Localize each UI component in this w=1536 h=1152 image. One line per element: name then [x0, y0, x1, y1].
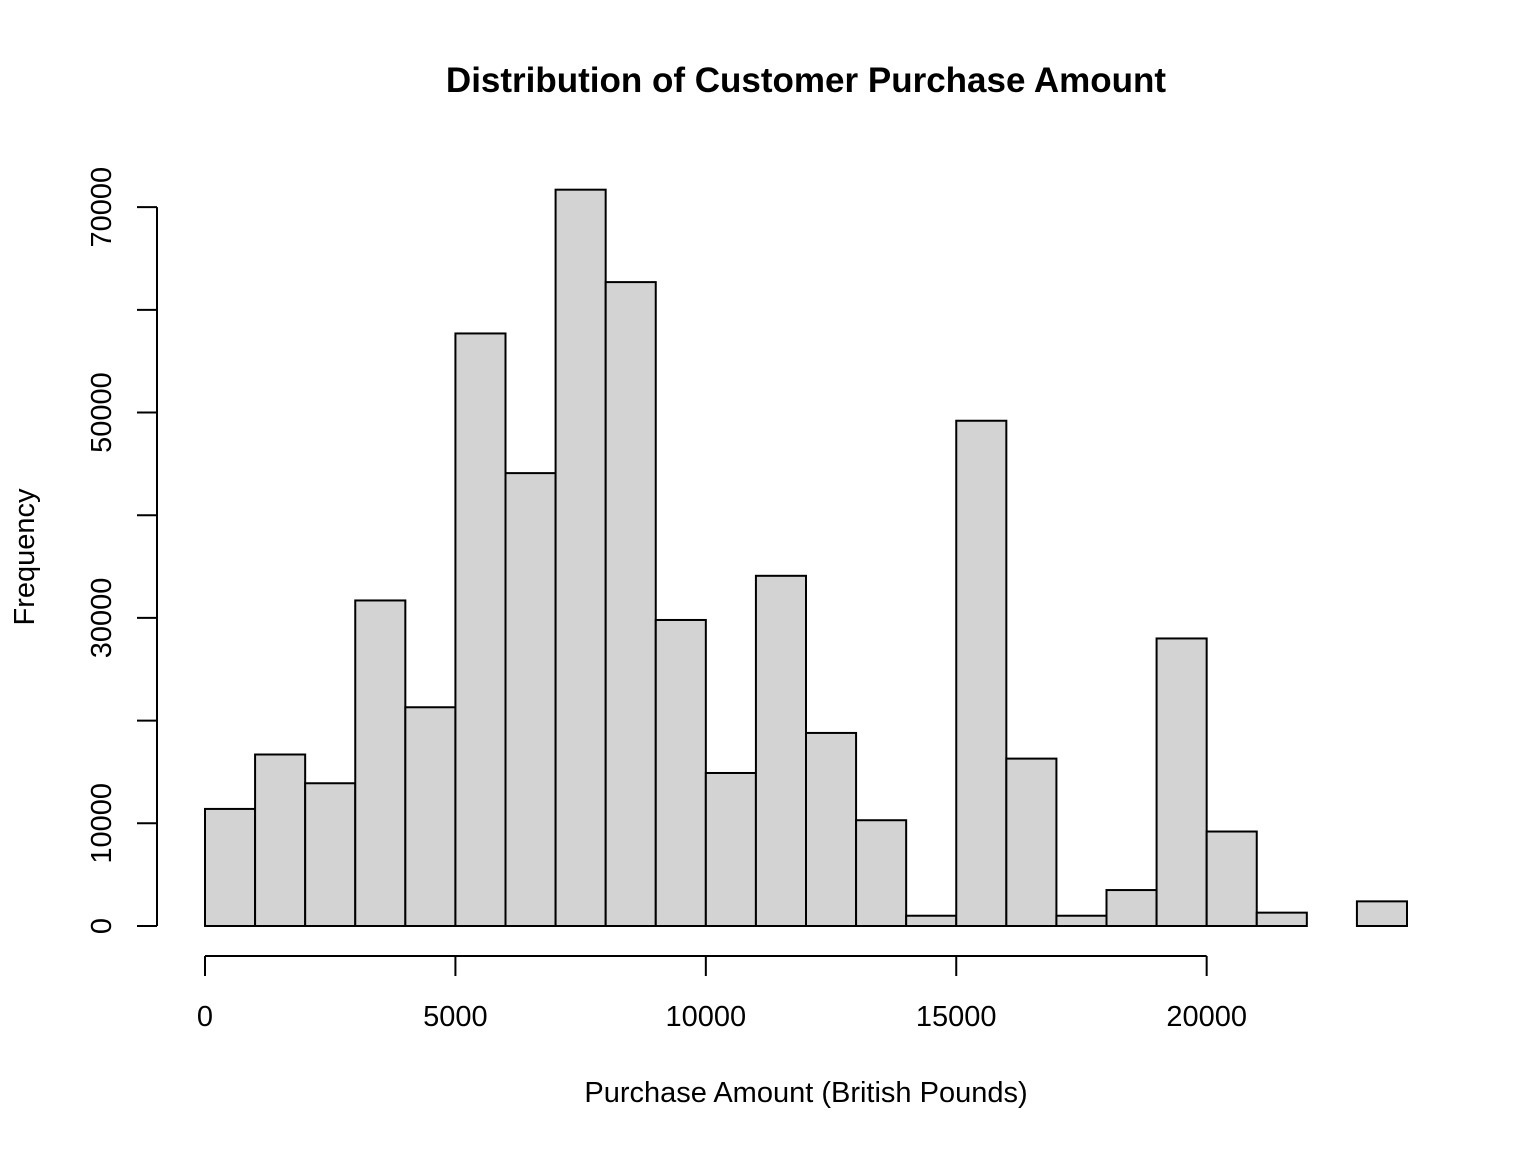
histogram-bar-6 [504, 472, 557, 927]
histogram-bar-4 [404, 706, 457, 927]
x-axis-label: Purchase Amount (British Pounds) [584, 1077, 1027, 1109]
histogram-bar-0 [204, 807, 257, 928]
histogram-bar-11 [754, 574, 808, 927]
y-tick-label: 10000 [86, 783, 118, 864]
histogram-bar-2 [304, 782, 357, 927]
histogram-bar-20 [1205, 830, 1258, 928]
histogram-bar-17 [1055, 914, 1108, 927]
histogram-bar-5 [454, 332, 507, 927]
histogram-bar-16 [1005, 757, 1058, 927]
y-tick-label: 0 [86, 918, 118, 934]
histogram-bar-13 [855, 819, 908, 928]
histogram-bar-3 [354, 599, 407, 927]
y-tick-label: 70000 [86, 167, 118, 248]
chart-title: Distribution of Customer Purchase Amount [446, 61, 1166, 100]
histogram-bar-8 [604, 281, 657, 927]
y-axis: 0 10000 30000 50000 70000 [86, 167, 158, 934]
histogram-bar-7 [554, 188, 607, 927]
histogram-bar-10 [704, 771, 757, 928]
histogram-bar-12 [805, 731, 858, 927]
x-tick-label: 5000 [423, 1001, 488, 1033]
histogram-bar-21 [1255, 911, 1308, 927]
histogram-bar-15 [955, 419, 1008, 927]
x-tick-label: 15000 [916, 1001, 997, 1033]
x-axis: 0 5000 10000 15000 20000 [197, 955, 1247, 1033]
histogram-bar-18 [1105, 889, 1158, 927]
histogram-bar-1 [254, 753, 307, 928]
histogram-bar-9 [654, 618, 707, 928]
x-tick-label: 20000 [1166, 1001, 1247, 1033]
histogram-bar-19 [1155, 637, 1208, 927]
histogram-bar-14 [905, 914, 958, 927]
histogram-bar-23 [1355, 900, 1408, 927]
y-axis-label: Frequency [9, 488, 41, 626]
y-tick-label: 30000 [86, 578, 118, 659]
bars-group [204, 188, 1408, 928]
x-tick-label: 10000 [666, 1001, 747, 1033]
x-tick-label: 0 [197, 1001, 213, 1033]
y-tick-label: 50000 [86, 372, 118, 453]
